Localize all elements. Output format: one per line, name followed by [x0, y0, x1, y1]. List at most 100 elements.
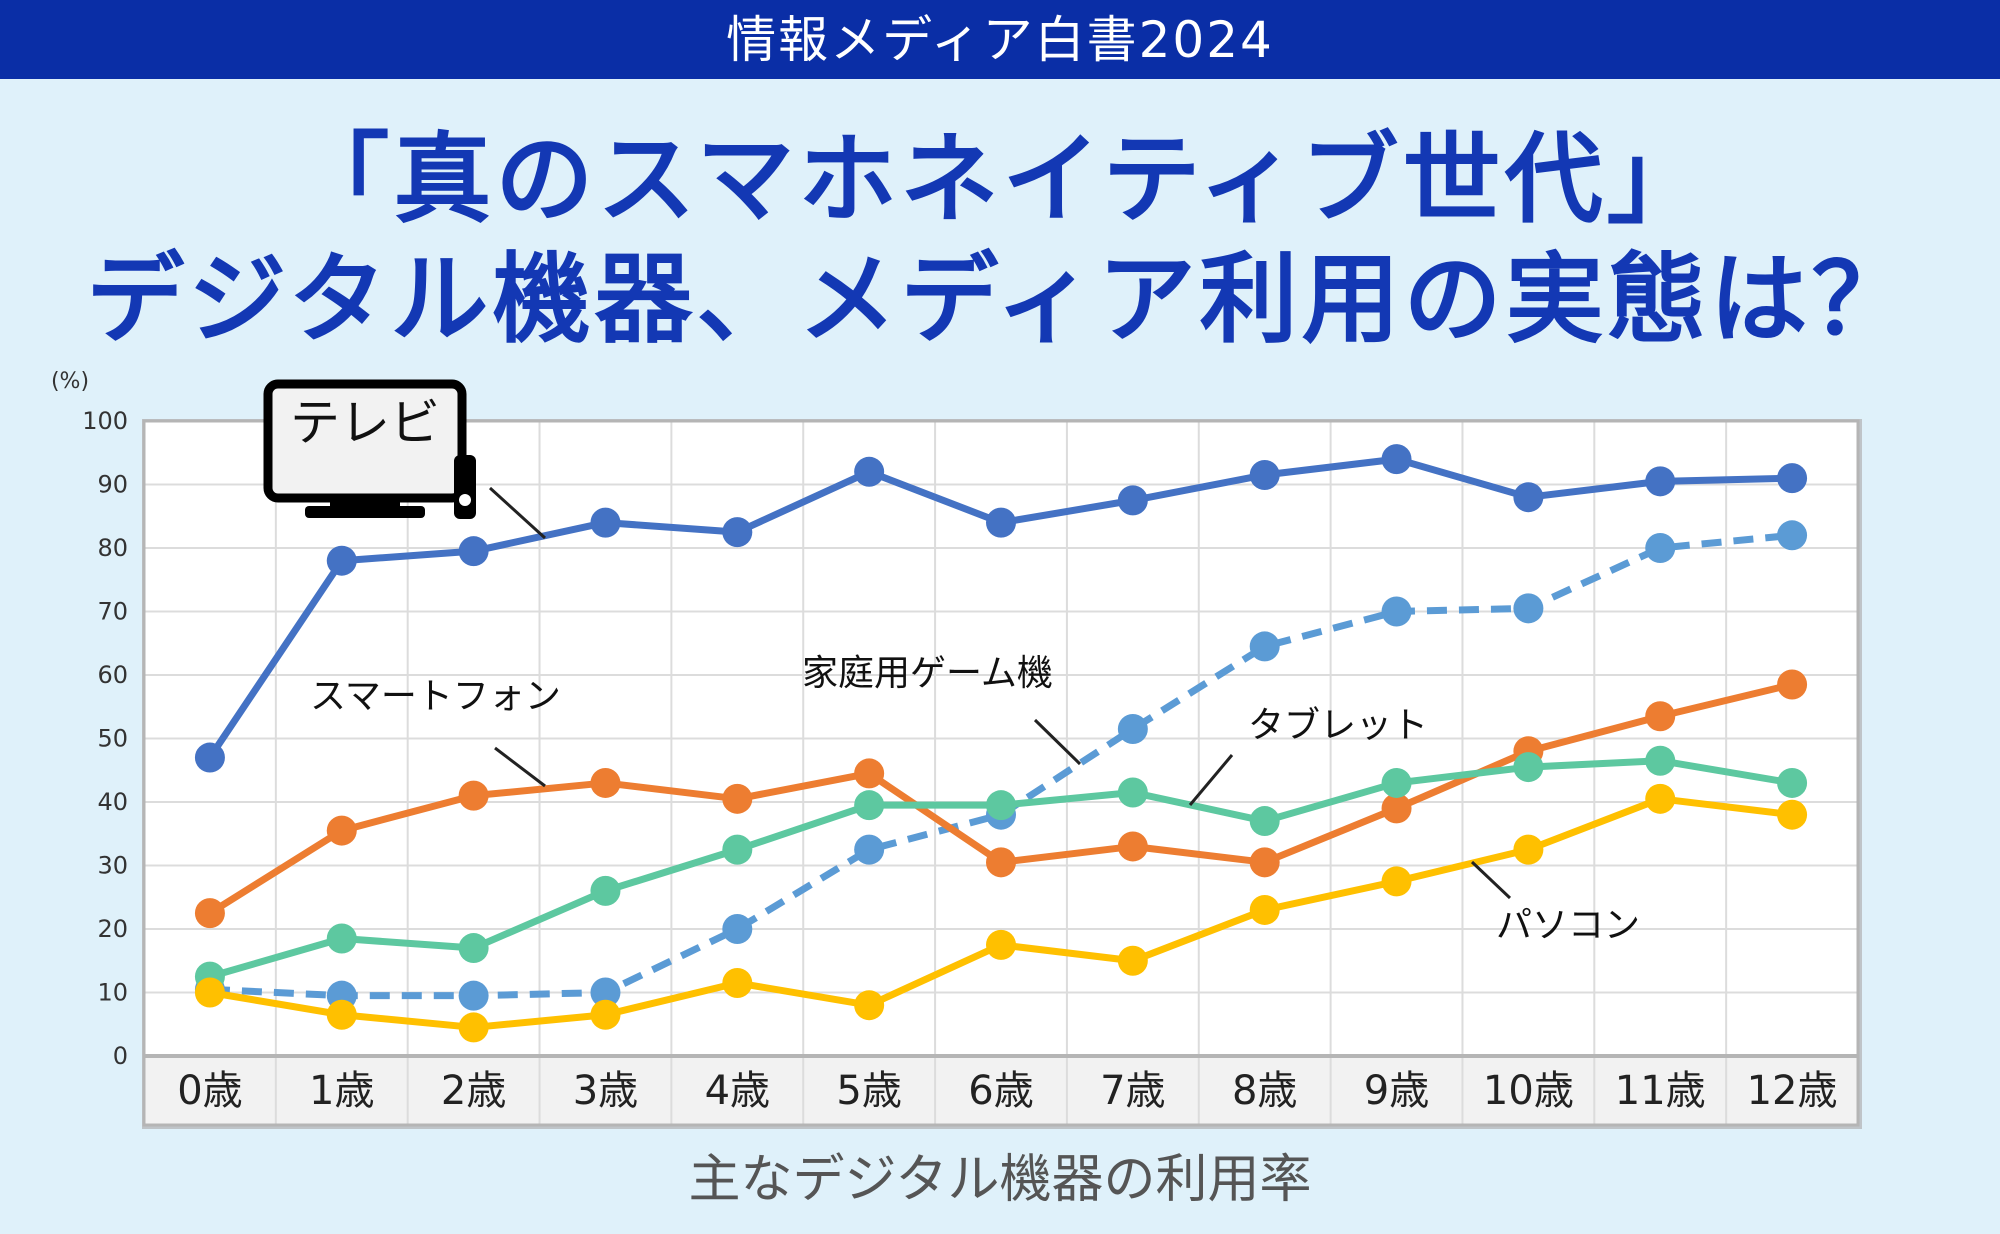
- y-axis-tick-labels: 0 10 20 30 40 50 60 70 80 90 100: [82, 407, 128, 1070]
- x-category-label: 7歳: [1100, 1068, 1165, 1114]
- data-point: [458, 780, 489, 811]
- data-point: [1381, 793, 1412, 824]
- data-point: [326, 923, 357, 954]
- data-point: [722, 914, 753, 944]
- y-tick-label: 70: [97, 598, 128, 626]
- y-tick-label: 30: [97, 852, 128, 880]
- y-tick-label: 20: [97, 915, 128, 943]
- data-point: [1117, 713, 1148, 744]
- y-tick-label: 80: [97, 534, 128, 562]
- data-point: [1645, 533, 1676, 563]
- data-point: [1381, 444, 1412, 475]
- annotation-label: パソコン: [1496, 905, 1640, 946]
- data-point: [722, 967, 753, 998]
- data-point: [1645, 701, 1676, 732]
- data-point: [1513, 834, 1544, 865]
- data-point: [854, 758, 885, 789]
- y-tick-label: 60: [97, 661, 128, 689]
- remote-icon: [454, 455, 476, 519]
- banner: 情報メディア白書2024: [0, 0, 2000, 79]
- annotation-label: 家庭用ゲーム機: [802, 653, 1053, 694]
- data-point: [590, 767, 621, 798]
- x-category-label: 9歳: [1364, 1068, 1429, 1114]
- data-point: [194, 977, 225, 1008]
- data-point: [326, 545, 357, 576]
- y-tick-label: 10: [97, 979, 128, 1007]
- data-point: [458, 980, 489, 1011]
- data-point: [1249, 631, 1280, 662]
- data-point: [1513, 593, 1544, 624]
- data-point: [458, 536, 489, 567]
- headline-line-2: デジタル機器、メディア利用の実態は？: [86, 242, 1914, 357]
- headline-line-1: 「真のスマホネイティブ世代」: [291, 122, 1709, 237]
- x-category-label: 5歳: [836, 1068, 901, 1114]
- data-point: [854, 790, 885, 821]
- data-point: [1381, 596, 1412, 627]
- data-point: [722, 517, 753, 548]
- annotation-label: テレビ: [290, 394, 440, 452]
- chart-subtitle: 主なデジタル機器の利用率: [688, 1150, 1312, 1210]
- data-point: [986, 790, 1016, 821]
- data-point: [458, 1012, 489, 1043]
- annotation-label: タブレット: [1248, 705, 1428, 746]
- series-テレビ: [194, 444, 1808, 773]
- data-point: [1249, 806, 1280, 837]
- data-point: [1645, 466, 1676, 497]
- data-point: [590, 999, 621, 1030]
- y-tick-label: 40: [97, 788, 128, 816]
- banner-title: 情報メディア白書2024: [726, 11, 1274, 69]
- annotation-テレビ: テレビ: [263, 379, 547, 540]
- x-category-label: 11歳: [1615, 1068, 1706, 1114]
- data-point: [1249, 847, 1280, 878]
- data-point: [590, 875, 621, 906]
- x-axis-category-labels: 0歳 1歳 2歳 3歳 4歳 5歳 6歳 7歳 8歳 9歳 10歳 11歳 12歳: [177, 1068, 1837, 1114]
- annotation-家庭用ゲーム機: 家庭用ゲーム機: [802, 653, 1082, 766]
- x-category-label: 12歳: [1747, 1068, 1838, 1114]
- data-point: [986, 847, 1016, 878]
- data-point: [986, 507, 1016, 538]
- data-point: [854, 456, 885, 487]
- data-point: [1645, 745, 1676, 776]
- x-category-label: 0歳: [177, 1068, 242, 1114]
- x-category-label: 10歳: [1483, 1068, 1574, 1114]
- series-スマートフォン: [194, 669, 1808, 929]
- x-category-label: 4歳: [705, 1068, 770, 1114]
- data-point: [1249, 894, 1280, 925]
- data-point: [1777, 799, 1808, 830]
- data-point: [194, 898, 225, 929]
- data-point: [1777, 767, 1808, 798]
- data-point: [1117, 945, 1148, 976]
- data-point: [722, 783, 753, 814]
- data-point: [1117, 831, 1148, 862]
- gridlines: [142, 419, 1860, 1127]
- y-tick-label: 90: [97, 471, 128, 499]
- series-パソコン: [194, 783, 1808, 1043]
- y-tick-label: 50: [97, 725, 128, 753]
- tv-icon: [263, 379, 476, 519]
- data-point: [854, 990, 885, 1021]
- annotation-パソコン: パソコン: [1470, 860, 1640, 946]
- annotation-label: スマートフォン: [310, 676, 561, 717]
- data-point: [1513, 482, 1544, 513]
- data-point: [722, 834, 753, 865]
- data-point: [1381, 866, 1412, 897]
- data-point: [1381, 767, 1412, 798]
- data-point: [1645, 783, 1676, 814]
- data-point: [986, 929, 1016, 960]
- x-category-label: 8歳: [1232, 1068, 1297, 1114]
- data-point: [194, 742, 225, 773]
- x-category-label: 1歳: [309, 1068, 374, 1114]
- y-axis-unit: (%): [51, 369, 89, 394]
- data-point: [458, 933, 489, 964]
- y-tick-label: 100: [82, 407, 128, 435]
- data-point: [1777, 520, 1808, 551]
- x-category-label: 2歳: [441, 1068, 506, 1114]
- series-タブレット: [194, 745, 1808, 992]
- data-point: [1249, 459, 1280, 490]
- data-point: [1117, 777, 1148, 808]
- annotation-タブレット: タブレット: [1188, 705, 1428, 806]
- data-point: [854, 834, 885, 865]
- data-point: [590, 977, 621, 1008]
- y-tick-label: 0: [113, 1042, 128, 1070]
